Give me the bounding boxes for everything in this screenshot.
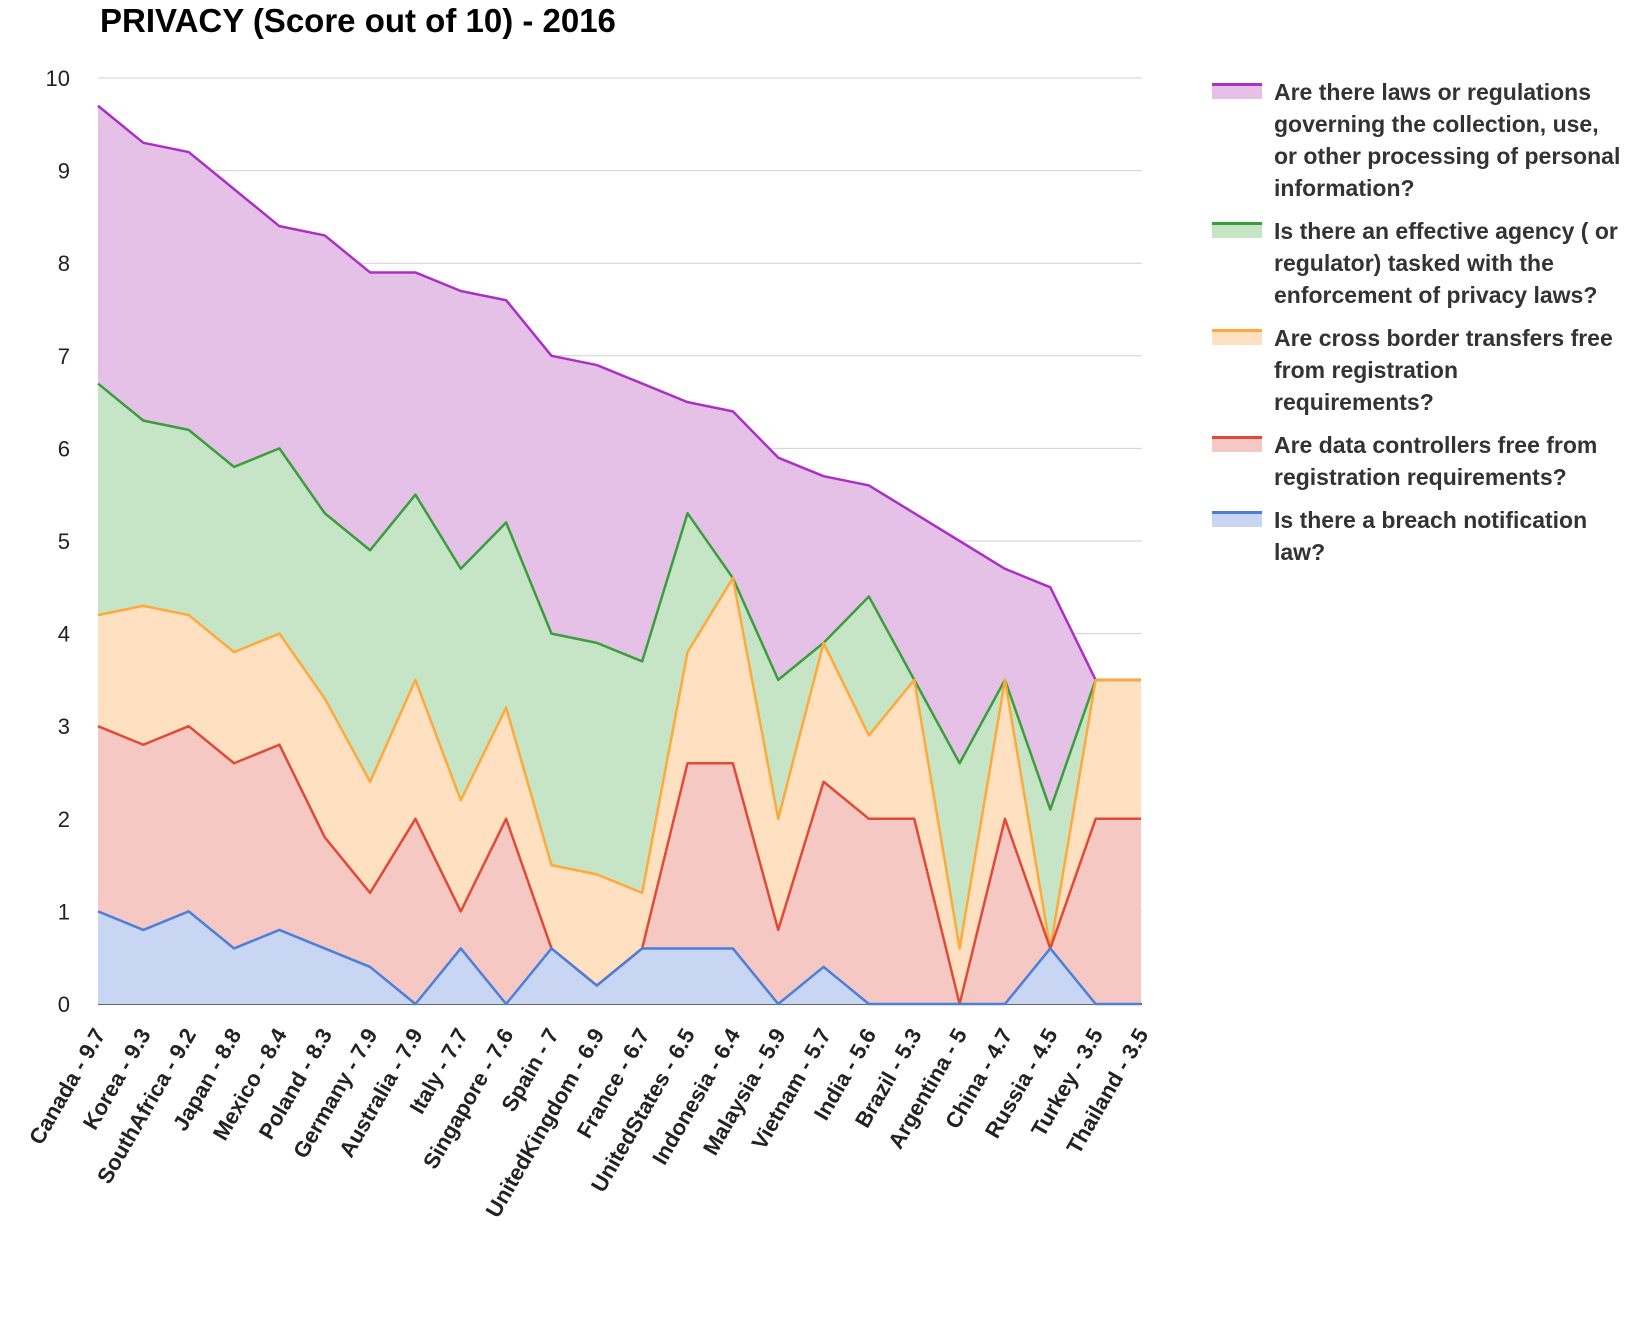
series-lines: [97, 104, 1141, 1006]
chart-title: PRIVACY (Score out of 10) - 2016: [100, 2, 616, 39]
series-area-4: [98, 726, 1141, 1004]
legend-swatch: [1212, 511, 1262, 527]
legend-item: Are data controllers free from registrat…: [1212, 429, 1622, 493]
y-tick-label: 1: [58, 899, 70, 924]
y-tick-label: 5: [58, 529, 70, 554]
legend-label: Are cross border transfers free from reg…: [1274, 325, 1613, 415]
series-line-5: [97, 910, 1141, 1006]
y-tick-label: 8: [58, 251, 70, 276]
y-tick-label: 7: [58, 344, 70, 369]
series-line-1: [97, 104, 1141, 682]
legend-swatch: [1212, 436, 1262, 452]
legend-item: Is there an effective agency ( or regula…: [1212, 215, 1622, 311]
y-tick-label: 4: [58, 622, 70, 647]
legend: Are there laws or regulations governing …: [1212, 76, 1622, 579]
legend-label: Are data controllers free from registrat…: [1274, 432, 1598, 490]
y-tick-label: 2: [58, 807, 70, 832]
legend-label: Is there a breach notification law?: [1274, 507, 1588, 565]
series-area-5: [98, 911, 1141, 1004]
area-fills: [98, 105, 1141, 1005]
series-line-3: [97, 576, 1141, 950]
y-tick-label: 0: [58, 992, 70, 1017]
y-axis-ticks: 0 1 2 3 4 5 6 7 8 9 10: [46, 66, 70, 1017]
series-line-2: [97, 382, 1141, 811]
legend-label: Are there laws or regulations governing …: [1274, 79, 1621, 201]
legend-label: Is there an effective agency ( or regula…: [1274, 218, 1618, 308]
legend-swatch: [1212, 83, 1262, 99]
y-tick-label: 9: [58, 159, 70, 184]
y-tick-label: 10: [46, 66, 70, 91]
legend-swatch: [1212, 329, 1262, 345]
y-tick-label: 3: [58, 714, 70, 739]
y-tick-label: 6: [58, 436, 70, 461]
legend-item: Is there a breach notification law?: [1212, 504, 1622, 568]
legend-item: Are there laws or regulations governing …: [1212, 76, 1622, 204]
legend-item: Are cross border transfers free from reg…: [1212, 322, 1622, 418]
legend-swatch: [1212, 222, 1262, 238]
